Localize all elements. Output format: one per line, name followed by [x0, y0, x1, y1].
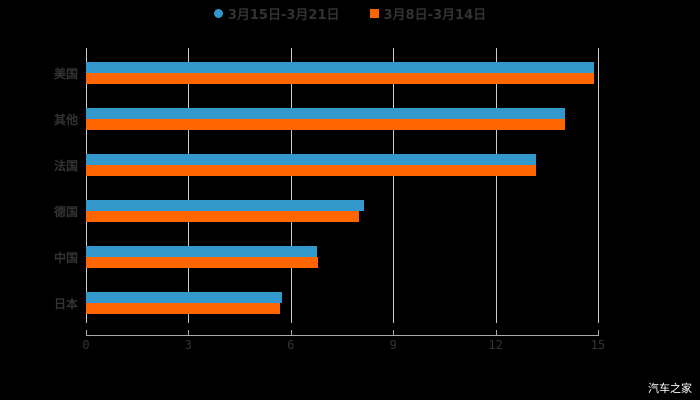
circle-icon [213, 9, 223, 18]
bar-series1[interactable] [86, 246, 318, 257]
gridline [495, 48, 497, 323]
watermark: 汽车之家 [648, 382, 692, 395]
bar-series1[interactable] [86, 200, 365, 211]
y-category-label: 德国 [53, 205, 78, 219]
gridline [598, 48, 599, 323]
bar-series2[interactable] [86, 119, 565, 130]
bar-series1[interactable] [86, 154, 536, 165]
x-tick-label: 6 [287, 338, 295, 352]
gridline [188, 48, 190, 323]
y-category-label: 日本 [53, 297, 78, 311]
x-tick-label: 15 [590, 338, 606, 352]
x-tick [495, 330, 497, 336]
bar-series2[interactable] [86, 211, 360, 222]
bar-series2[interactable] [86, 257, 319, 268]
x-tick [188, 330, 190, 336]
bar-series1[interactable] [86, 292, 282, 303]
x-tick-label: 3 [184, 338, 193, 352]
x-tick [86, 330, 87, 336]
bar-series1[interactable] [86, 108, 565, 119]
x-tick [290, 330, 292, 336]
x-tick-label: 9 [389, 338, 397, 352]
legend-item-series2[interactable]: 3月8日-3月14日 [369, 4, 487, 23]
x-tick [393, 330, 395, 336]
legend-label-series2: 3月8日-3月14日 [383, 8, 487, 23]
x-tick-label: 0 [82, 338, 90, 352]
y-axis-line [86, 48, 87, 323]
legend-item-series1[interactable]: 3月15日-3月21日 [213, 4, 340, 23]
x-tick-label: 12 [488, 338, 503, 352]
x-tick [598, 330, 599, 336]
bar-series2[interactable] [86, 303, 280, 314]
y-category-label: 法国 [53, 159, 78, 173]
y-category-label: 美国 [53, 67, 78, 81]
gridline [290, 48, 292, 323]
gridline [393, 48, 395, 323]
y-category-label: 中国 [53, 251, 78, 265]
square-icon [369, 9, 379, 18]
x-axis-line [86, 335, 598, 336]
bar-series2[interactable] [86, 73, 594, 84]
legend: 3月15日-3月21日 3月8日-3月14日 [0, 4, 700, 23]
legend-label-series1: 3月15日-3月21日 [227, 8, 340, 23]
y-category-label: 其他 [53, 113, 78, 127]
bar-series2[interactable] [86, 165, 536, 176]
bar-series1[interactable] [86, 62, 594, 73]
